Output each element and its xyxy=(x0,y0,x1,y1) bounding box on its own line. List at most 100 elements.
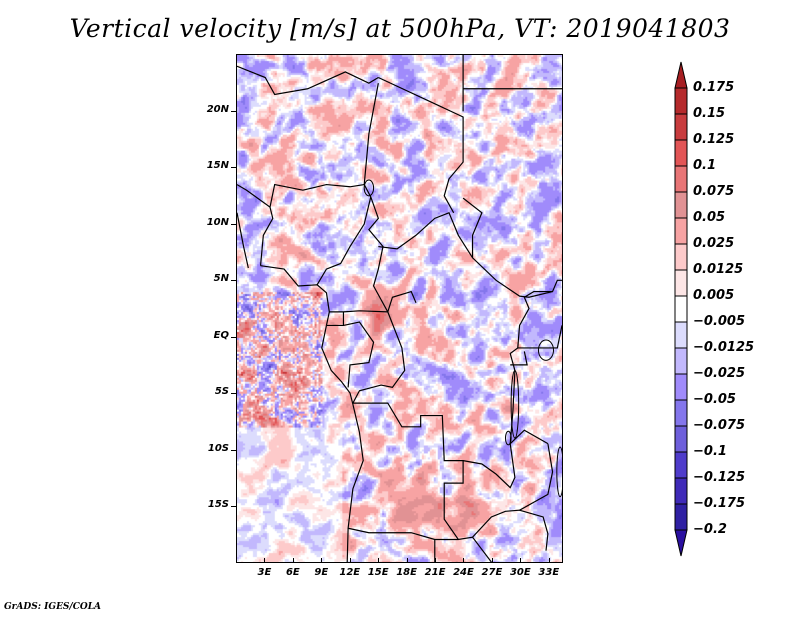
border-line xyxy=(237,212,249,269)
x-tick-mark xyxy=(548,558,550,563)
colorbar-swatch xyxy=(674,113,688,141)
colorbar-swatch xyxy=(674,139,688,167)
country-borders xyxy=(237,55,562,562)
colorbar-swatch xyxy=(674,295,688,323)
x-tick-label: 27E xyxy=(481,567,503,578)
x-tick-mark xyxy=(264,558,266,563)
border-line xyxy=(378,212,553,298)
colorbar-label: 0.005 xyxy=(693,288,735,303)
vertical-velocity-field xyxy=(237,55,562,562)
lake-outline xyxy=(510,369,520,439)
border-line xyxy=(509,297,530,444)
x-tick-label: 6E xyxy=(285,567,300,578)
border-line xyxy=(524,279,562,298)
y-tick-label: 20N xyxy=(206,103,229,115)
colorbar-label: 0.025 xyxy=(693,236,735,251)
border-line xyxy=(518,443,554,551)
border-line xyxy=(510,351,528,366)
colorbar-swatch xyxy=(674,191,688,219)
y-tick-mark xyxy=(231,167,236,169)
border-line xyxy=(259,206,274,266)
x-tick-label: 18E xyxy=(396,567,417,578)
colorbar-swatch xyxy=(674,321,688,349)
y-tick-mark xyxy=(231,110,236,112)
y-tick-mark xyxy=(231,280,236,282)
colorbar-label: −0.075 xyxy=(693,418,746,433)
colorbar-label: 0.075 xyxy=(693,184,735,199)
border-line xyxy=(378,76,464,214)
colorbar-label: −0.025 xyxy=(693,366,746,381)
x-tick-mark xyxy=(491,558,493,563)
border-line xyxy=(363,83,379,185)
y-tick-mark xyxy=(231,449,236,451)
x-tick-mark xyxy=(321,558,323,563)
y-tick-label: 5S xyxy=(214,386,229,398)
x-tick-label: 21E xyxy=(424,567,446,578)
x-tick-label: 9E xyxy=(314,567,329,578)
border-line xyxy=(352,311,406,404)
x-tick-mark xyxy=(520,558,522,563)
border-line xyxy=(237,65,379,96)
border-line xyxy=(352,402,520,541)
x-tick-label: 30E xyxy=(509,567,531,578)
colorbar-swatch xyxy=(674,399,688,427)
x-tick-label: 15E xyxy=(367,567,389,578)
colorbar-label: −0.005 xyxy=(693,314,746,329)
border-line xyxy=(463,429,549,489)
y-tick-label: 10N xyxy=(206,216,229,228)
colorbar-swatch xyxy=(674,269,688,297)
colorbar-label: 0.125 xyxy=(693,132,735,147)
x-tick-label: 12E xyxy=(339,567,361,578)
border-line xyxy=(363,184,389,313)
x-tick-mark xyxy=(292,558,294,563)
colorbar-label: −0.05 xyxy=(693,392,736,407)
colorbar-label: 0.175 xyxy=(693,80,735,95)
x-tick-label: 3E xyxy=(257,567,272,578)
y-tick-mark xyxy=(231,506,236,508)
colorbar-label: −0.175 xyxy=(693,496,746,511)
colorbar-label: −0.1 xyxy=(693,444,727,459)
x-tick-label: 24E xyxy=(453,567,474,578)
colorbar-label: 0.1 xyxy=(693,158,717,173)
map-plot-area xyxy=(236,54,563,563)
x-tick-mark xyxy=(463,558,465,563)
x-tick-mark xyxy=(349,558,351,563)
border-line xyxy=(347,527,459,541)
colorbar-swatch xyxy=(674,347,688,375)
y-tick-label: 5N xyxy=(213,273,229,285)
y-tick-label: 15N xyxy=(206,160,229,172)
colorbar-label: −0.0125 xyxy=(693,340,755,355)
x-tick-mark xyxy=(378,558,380,563)
lake-outline xyxy=(537,339,555,361)
lake-outline xyxy=(504,430,512,446)
border-line xyxy=(329,290,417,313)
border-line xyxy=(326,311,345,327)
colorbar xyxy=(674,61,688,557)
colorbar-extend-max xyxy=(674,61,688,89)
colorbar-swatch xyxy=(674,165,688,193)
colorbar-label: 0.05 xyxy=(693,210,726,225)
y-tick-label: 15S xyxy=(207,499,229,511)
colorbar-swatch xyxy=(674,87,688,115)
colorbar-label: 0.15 xyxy=(693,106,726,121)
border-line xyxy=(260,265,330,326)
colorbar-swatch xyxy=(674,503,688,531)
y-tick-mark xyxy=(231,336,236,338)
border-line xyxy=(462,197,483,258)
y-tick-label: 10S xyxy=(207,442,229,454)
border-line xyxy=(316,196,372,286)
colorbar-label: 0.0125 xyxy=(693,262,744,277)
border-line xyxy=(321,325,364,562)
colorbar-swatch xyxy=(674,425,688,453)
chart-title: Vertical velocity [m/s] at 500hPa, VT: 2… xyxy=(69,14,731,43)
border-line xyxy=(472,536,492,562)
x-tick-label: 33E xyxy=(538,567,560,578)
border-line xyxy=(517,325,562,349)
x-tick-mark xyxy=(406,558,408,563)
colorbar-swatch xyxy=(674,373,688,401)
lake-outline xyxy=(363,179,375,197)
colorbar-swatch xyxy=(674,243,688,271)
colorbar-extend-min xyxy=(674,529,688,557)
colorbar-label: −0.125 xyxy=(693,470,746,485)
colorbar-swatch xyxy=(674,477,688,505)
